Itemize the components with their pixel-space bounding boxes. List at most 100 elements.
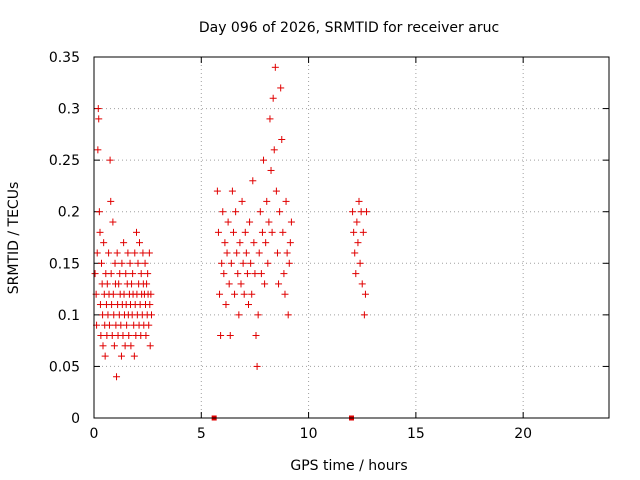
data-point — [276, 208, 284, 216]
data-point — [278, 136, 286, 144]
chart-title: Day 096 of 2026, SRMTID for receiver aru… — [199, 20, 499, 36]
data-point — [268, 228, 276, 236]
data-point — [359, 228, 367, 236]
data-point — [113, 373, 121, 381]
data-point — [219, 208, 227, 216]
y-tick-label: 0.05 — [49, 359, 80, 375]
data-point — [233, 249, 241, 257]
data-point — [123, 321, 131, 329]
data-point — [262, 239, 270, 247]
data-point — [270, 146, 278, 154]
data-point — [256, 208, 264, 216]
data-point — [94, 105, 102, 113]
data-point — [105, 321, 113, 329]
data-point — [282, 197, 290, 205]
data-point — [355, 197, 363, 205]
data-point — [352, 270, 360, 278]
data-point — [356, 259, 364, 267]
data-point — [110, 342, 118, 350]
data-point — [116, 270, 124, 278]
data-point — [281, 290, 289, 298]
data-point — [103, 280, 111, 288]
grid-lines — [94, 57, 609, 418]
data-point — [253, 362, 261, 370]
data-point — [361, 290, 369, 298]
data-point — [146, 342, 154, 350]
data-point — [242, 249, 250, 257]
data-point — [113, 249, 121, 257]
data-point — [97, 331, 105, 339]
data-point — [273, 249, 281, 257]
data-point — [131, 249, 139, 257]
x-tick-label: 20 — [514, 426, 532, 442]
data-point — [139, 249, 147, 257]
data-point — [137, 270, 145, 278]
data-point — [235, 311, 243, 319]
data-point — [129, 270, 137, 278]
plot-frame — [93, 56, 610, 419]
data-point — [142, 331, 150, 339]
data-point — [147, 290, 155, 298]
x-tick-label: 15 — [407, 426, 425, 442]
data-point — [135, 239, 143, 247]
data-point — [239, 259, 247, 267]
data-point — [111, 259, 119, 267]
data-point — [226, 331, 234, 339]
data-point — [213, 187, 221, 195]
data-point — [255, 249, 263, 257]
data-point — [243, 270, 251, 278]
axis-ticks: 0 5 10 15 20 0 0.05 0.1 0.15 0.2 0.25 0.3 0.35 — [49, 50, 609, 442]
data-point — [143, 280, 151, 288]
data-point — [240, 290, 248, 298]
data-point — [254, 311, 262, 319]
data-point — [265, 218, 273, 226]
data-point — [236, 239, 244, 247]
data-point — [263, 197, 271, 205]
data-point — [238, 197, 246, 205]
x-axis-label: GPS time / hours — [290, 458, 407, 474]
data-point — [95, 115, 103, 123]
data-point — [241, 228, 249, 236]
data-point — [91, 270, 99, 278]
data-point — [220, 270, 228, 278]
data-point — [247, 259, 255, 267]
data-point — [277, 84, 285, 92]
data-point — [267, 166, 275, 174]
data-point — [217, 331, 225, 339]
y-tick-label: 0.1 — [58, 308, 80, 324]
data-point — [363, 208, 371, 216]
data-point — [93, 249, 101, 257]
data-point — [115, 280, 123, 288]
x-tick-label: 0 — [90, 426, 99, 442]
data-point — [353, 218, 361, 226]
data-point — [272, 187, 280, 195]
data-point — [252, 331, 260, 339]
data-point — [94, 146, 102, 154]
data-point — [141, 259, 149, 267]
data-point — [96, 301, 104, 309]
data-point — [248, 290, 256, 298]
y-tick-label: 0.25 — [49, 153, 80, 169]
data-point — [286, 239, 294, 247]
data-point — [269, 94, 277, 102]
data-point — [145, 249, 153, 257]
data-point — [106, 156, 114, 164]
y-tick-label: 0.35 — [49, 50, 80, 66]
data-point — [246, 218, 254, 226]
data-point — [134, 259, 142, 267]
y-tick-label: 0.2 — [58, 205, 80, 221]
x-tick-label: 5 — [197, 426, 206, 442]
data-point — [100, 239, 108, 247]
data-point — [287, 218, 295, 226]
data-point — [264, 259, 272, 267]
data-point — [358, 280, 366, 288]
data-point — [105, 249, 113, 257]
data-point — [275, 280, 283, 288]
data-point — [354, 239, 362, 247]
data-point — [145, 321, 153, 329]
data-point — [228, 187, 236, 195]
data-point — [231, 290, 239, 298]
x-tick-label: 10 — [300, 426, 318, 442]
data-point — [148, 311, 156, 319]
